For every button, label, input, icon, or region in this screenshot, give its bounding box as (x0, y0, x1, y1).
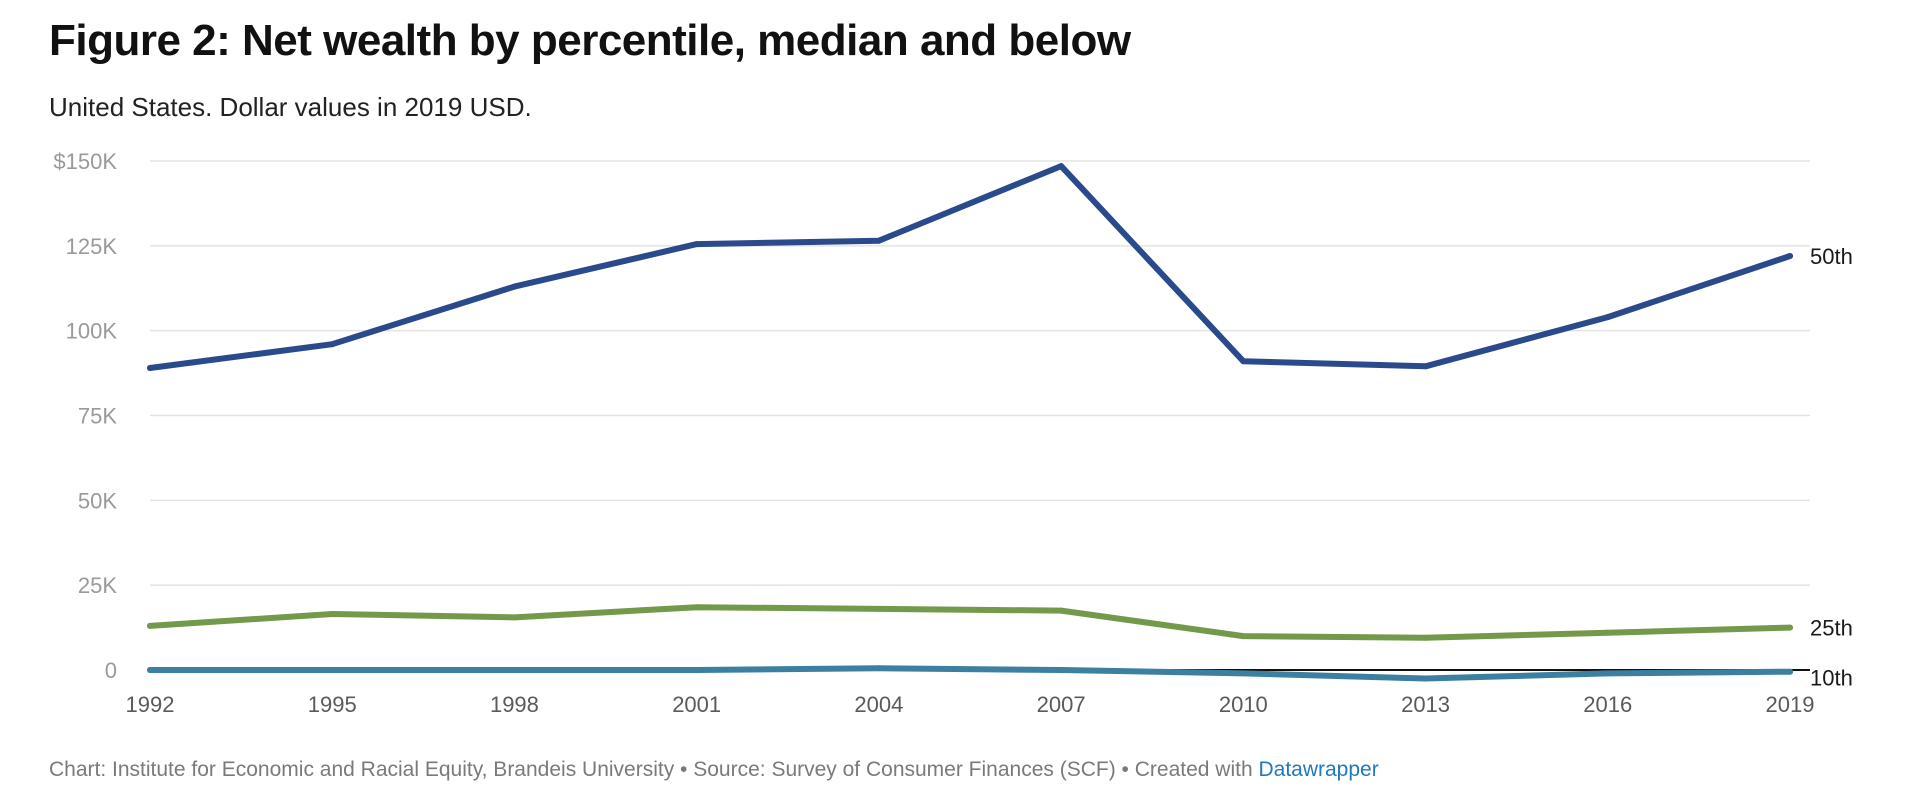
data-point-50th (875, 237, 882, 244)
x-tick-label: 2019 (1766, 692, 1815, 717)
data-point-10th (1240, 670, 1247, 677)
data-point-25th (511, 614, 518, 621)
series-line-10th (147, 665, 1793, 682)
data-point-10th (1787, 668, 1793, 675)
data-point-10th (511, 667, 518, 673)
data-point-25th (1604, 629, 1611, 636)
x-tick-label: 1998 (490, 692, 539, 717)
data-point-50th (1240, 358, 1247, 365)
x-tick-label: 1995 (308, 692, 357, 717)
series-labels: 50th 25th 10th (1810, 244, 1853, 691)
data-point-25th (1240, 633, 1247, 640)
series-label-25th: 25th (1810, 616, 1853, 641)
data-point-10th (1422, 675, 1429, 682)
chart-title: Figure 2: Net wealth by percentile, medi… (49, 16, 1131, 65)
y-axis-ticks: 0 25K 50K 75K 100K 125K $150K (53, 149, 117, 683)
data-point-10th (329, 667, 336, 673)
line-chart: 0 25K 50K 75K 100K 125K $150K 1992 1995 1998 2001… (53, 149, 1853, 717)
y-tick-label: 100K (66, 319, 118, 344)
chart-footer: Chart: Institute for Economic and Racial… (49, 758, 1379, 782)
data-point-25th (693, 604, 700, 611)
x-tick-label: 2004 (854, 692, 903, 717)
data-point-25th (1422, 634, 1429, 641)
data-point-50th (1787, 253, 1793, 260)
data-point-10th (1058, 667, 1065, 673)
data-point-25th (1787, 624, 1793, 631)
chart-subtitle: United States. Dollar values in 2019 USD… (49, 92, 532, 122)
y-tick-label: 0 (105, 658, 117, 683)
y-tick-label: 50K (78, 488, 117, 513)
series-lines (147, 163, 1793, 682)
data-point-25th (147, 622, 153, 629)
data-point-50th (693, 241, 700, 248)
y-tick-label: 125K (66, 234, 118, 259)
data-point-50th (1604, 314, 1611, 321)
data-point-10th (147, 667, 153, 673)
x-tick-label: 1992 (126, 692, 175, 717)
footer-credit: Chart: Institute for Economic and Racial… (49, 758, 1259, 781)
series-line-25th (147, 604, 1793, 641)
y-tick-label: 25K (78, 573, 117, 598)
x-axis-ticks: 1992 1995 1998 2001 2004 2007 2010 2013 2016 2019 (126, 692, 1815, 717)
data-point-50th (511, 283, 518, 290)
data-point-10th (875, 665, 882, 672)
data-point-10th (1604, 670, 1611, 677)
x-tick-label: 2010 (1219, 692, 1268, 717)
x-tick-label: 2013 (1401, 692, 1450, 717)
data-point-25th (1058, 607, 1065, 614)
y-tick-label: 75K (78, 404, 117, 429)
x-tick-label: 2016 (1583, 692, 1632, 717)
datawrapper-link[interactable]: Datawrapper (1258, 758, 1379, 781)
data-point-25th (875, 605, 882, 612)
x-tick-label: 2007 (1037, 692, 1086, 717)
series-line-50th (147, 163, 1793, 371)
data-point-50th (147, 364, 153, 371)
data-point-25th (329, 611, 336, 618)
series-label-10th: 10th (1810, 666, 1853, 691)
gridlines (150, 160, 1810, 671)
series-label-50th: 50th (1810, 244, 1853, 269)
data-point-50th (1058, 163, 1065, 170)
data-point-50th (1422, 363, 1429, 370)
x-tick-label: 2001 (672, 692, 721, 717)
y-tick-label: $150K (53, 149, 117, 174)
data-point-10th (693, 667, 700, 673)
data-point-50th (329, 341, 336, 348)
